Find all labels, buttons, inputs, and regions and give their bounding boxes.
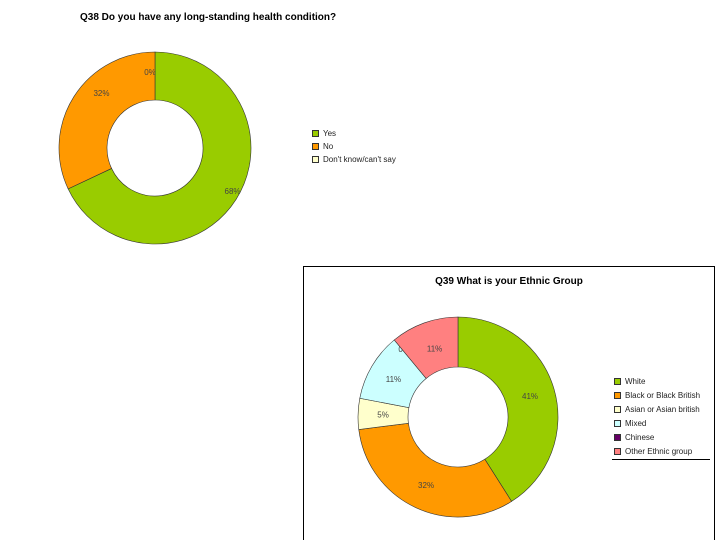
chart2-panel [303,266,715,540]
chart2-legend-swatch-2 [614,405,621,413]
chart2-data-label-2: 5% [377,411,389,420]
chart2-donut: 41%32%5%11%0%11% [357,316,559,518]
chart2-legend-label-4: Chinese [625,432,655,442]
chart2-legend-item-1: Black or Black British [614,388,700,402]
chart2-legend-swatch-4 [614,433,621,441]
chart2-legend: White Black or Black British Asian or Asia… [614,374,700,458]
chart1-legend-item-0: Yes [312,127,396,140]
chart2-legend-swatch-0 [614,377,621,385]
chart1-data-label-2: 0% [144,68,156,77]
chart1-legend-swatch-2 [312,156,319,163]
chart2-legend-label-0: White [625,376,646,386]
chart2-data-label-3: 11% [386,375,401,384]
chart2-legend-underline [612,459,710,460]
chart2-slice-1 [358,422,512,518]
chart2-slice-0 [457,316,559,502]
chart2-title: Q39 What is your Ethnic Group [435,276,583,287]
chart1-title: Q38 Do you have any long-standing health… [80,12,337,23]
chart2-legend-swatch-1 [614,391,621,399]
chart2-legend-item-0: White [614,374,700,388]
chart2-legend-label-1: Black or Black British [625,390,701,400]
chart2-legend-label-2: Asian or Asian british [625,404,700,414]
chart2-data-label-5: 11% [427,344,442,353]
chart1-data-label-1: 32% [93,89,109,98]
chart2-legend-item-3: Mixed [614,416,700,430]
chart1-legend-swatch-1 [312,143,319,150]
chart1-legend-label-2: Don't know/can't say [323,155,396,164]
chart2-legend-item-5: Other Ethnic group [614,444,700,458]
chart1-legend: Yes No Don't know/can't say [312,127,396,166]
chart2-legend-item-4: Chinese [614,430,700,444]
chart1-data-label-0: 68% [225,187,241,196]
chart1-slice-1 [58,51,156,190]
chart2-legend-swatch-3 [614,419,621,427]
chart2-legend-label-3: Mixed [625,418,647,428]
chart1-legend-label-0: Yes [323,129,337,138]
chart2-data-label-0: 41% [522,392,538,401]
chart1-legend-label-1: No [323,142,334,151]
chart1-donut: 68% 32% 0% [58,51,252,245]
chart1-slice-0 [67,51,252,245]
chart1-legend-item-2: Don't know/can't say [312,153,396,166]
chart2-data-label-1: 32% [418,481,434,490]
chart2-legend-item-2: Asian or Asian british [614,402,700,416]
chart1-legend-item-1: No [312,140,396,153]
chart2-slice-5 [393,316,459,379]
chart2-legend-label-5: Other Ethnic group [625,446,693,456]
chart1-legend-swatch-0 [312,130,319,137]
chart2-legend-swatch-5 [614,447,621,455]
